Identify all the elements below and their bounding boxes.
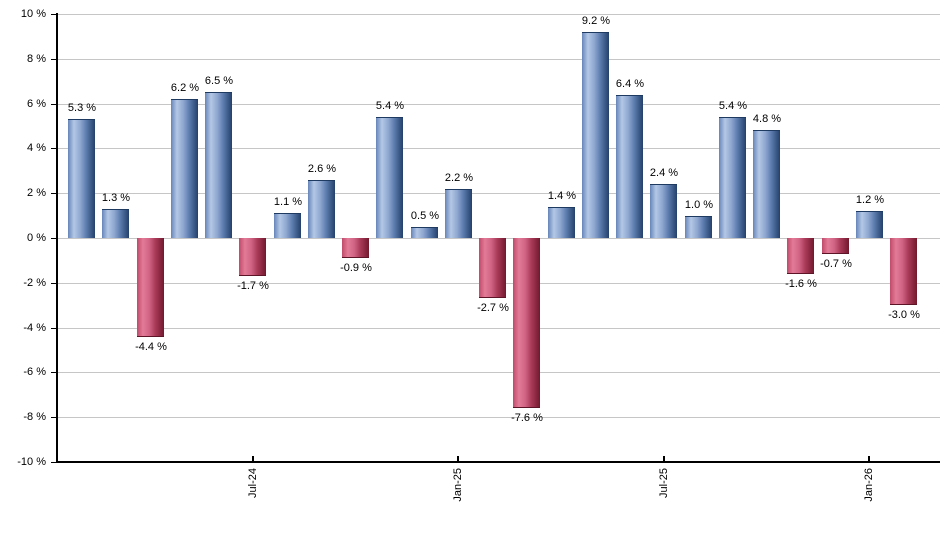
gridline bbox=[57, 14, 940, 15]
x-axis-line bbox=[56, 461, 940, 463]
bar-value-label: 1.4 % bbox=[547, 190, 577, 202]
y-axis-tick bbox=[51, 283, 57, 284]
bar bbox=[376, 117, 403, 238]
bar-value-label: 6.5 % bbox=[204, 75, 234, 87]
y-axis-tick bbox=[51, 59, 57, 60]
bar bbox=[685, 216, 712, 238]
bar bbox=[856, 211, 883, 238]
bar bbox=[787, 238, 814, 274]
bar bbox=[890, 238, 917, 305]
bar-value-label: 6.2 % bbox=[170, 82, 200, 94]
x-axis-tick bbox=[663, 456, 665, 462]
bar bbox=[479, 238, 506, 298]
y-axis-tick bbox=[51, 148, 57, 149]
bar bbox=[68, 119, 95, 238]
y-axis-tick-label: 6 % bbox=[27, 98, 46, 110]
bar bbox=[822, 238, 849, 254]
y-axis-tick-label: 8 % bbox=[27, 53, 46, 65]
bar bbox=[239, 238, 266, 276]
bar-value-label: 1.2 % bbox=[855, 194, 885, 206]
bar-value-label: 2.4 % bbox=[649, 167, 679, 179]
bar-value-label: -1.6 % bbox=[785, 278, 817, 290]
bar-value-label: 1.1 % bbox=[273, 196, 303, 208]
y-axis-tick-label: -10 % bbox=[17, 456, 46, 468]
x-axis-tick-label: Jan-25 bbox=[452, 468, 464, 502]
bar-value-label: -1.7 % bbox=[237, 280, 269, 292]
y-axis-tick-label: -4 % bbox=[23, 322, 46, 334]
bar bbox=[582, 32, 609, 238]
y-axis-tick-label: -6 % bbox=[23, 366, 46, 378]
y-axis-tick-label: -2 % bbox=[23, 277, 46, 289]
bar-value-label: 1.3 % bbox=[101, 192, 131, 204]
bar bbox=[171, 99, 198, 238]
bar-value-label: 5.4 % bbox=[718, 100, 748, 112]
bar-value-label: 6.4 % bbox=[615, 78, 645, 90]
bar bbox=[205, 92, 232, 238]
y-axis-tick-label: 0 % bbox=[27, 232, 46, 244]
bar-value-label: -0.9 % bbox=[340, 262, 372, 274]
x-axis-tick bbox=[252, 456, 254, 462]
gridline bbox=[57, 328, 940, 329]
bar-value-label: -4.4 % bbox=[135, 341, 167, 353]
x-axis-tick-label: Jul-24 bbox=[247, 468, 259, 498]
y-axis-tick-label: 4 % bbox=[27, 142, 46, 154]
bar bbox=[308, 180, 335, 238]
bar bbox=[650, 184, 677, 238]
bar-value-label: 5.3 % bbox=[67, 102, 97, 114]
gridline bbox=[57, 417, 940, 418]
bar-value-label: -0.7 % bbox=[820, 258, 852, 270]
y-axis-tick bbox=[51, 372, 57, 373]
x-axis-tick bbox=[457, 456, 459, 462]
bar bbox=[719, 117, 746, 238]
x-axis-tick-label: Jul-25 bbox=[658, 468, 670, 498]
bar bbox=[342, 238, 369, 258]
bar bbox=[753, 130, 780, 238]
gridline bbox=[57, 148, 940, 149]
y-axis-tick bbox=[51, 328, 57, 329]
bar bbox=[137, 238, 164, 337]
y-axis-tick bbox=[51, 193, 57, 194]
y-axis-tick-label: -8 % bbox=[23, 411, 46, 423]
bar-value-label: 0.5 % bbox=[410, 210, 440, 222]
bar-value-label: 4.8 % bbox=[752, 113, 782, 125]
x-axis-tick bbox=[868, 456, 870, 462]
bar bbox=[548, 207, 575, 238]
bar-value-label: 1.0 % bbox=[684, 199, 714, 211]
bar bbox=[513, 238, 540, 408]
x-axis-tick-label: Jan-26 bbox=[863, 468, 875, 502]
bar-value-label: -3.0 % bbox=[888, 309, 920, 321]
bar bbox=[616, 95, 643, 238]
bar bbox=[102, 209, 129, 238]
gridline bbox=[57, 59, 940, 60]
bar bbox=[445, 189, 472, 238]
bar-value-label: 5.4 % bbox=[375, 100, 405, 112]
bar-value-label: -2.7 % bbox=[477, 302, 509, 314]
bar-value-label: 2.2 % bbox=[444, 172, 474, 184]
gridline bbox=[57, 104, 940, 105]
bar bbox=[274, 213, 301, 238]
y-axis-tick bbox=[51, 238, 57, 239]
gridline bbox=[57, 193, 940, 194]
y-axis-tick-label: 10 % bbox=[20, 8, 46, 20]
y-axis-tick bbox=[51, 14, 57, 15]
y-axis-tick bbox=[51, 104, 57, 105]
y-axis-tick bbox=[51, 462, 57, 463]
bar bbox=[411, 227, 438, 238]
gridline bbox=[57, 372, 940, 373]
y-axis-tick-label: 2 % bbox=[27, 187, 46, 199]
y-axis-tick bbox=[51, 417, 57, 418]
bar-value-label: 9.2 % bbox=[581, 15, 611, 27]
bar-value-label: 2.6 % bbox=[307, 163, 337, 175]
bar-value-label: -7.6 % bbox=[511, 412, 543, 424]
y-axis-line bbox=[56, 13, 58, 463]
